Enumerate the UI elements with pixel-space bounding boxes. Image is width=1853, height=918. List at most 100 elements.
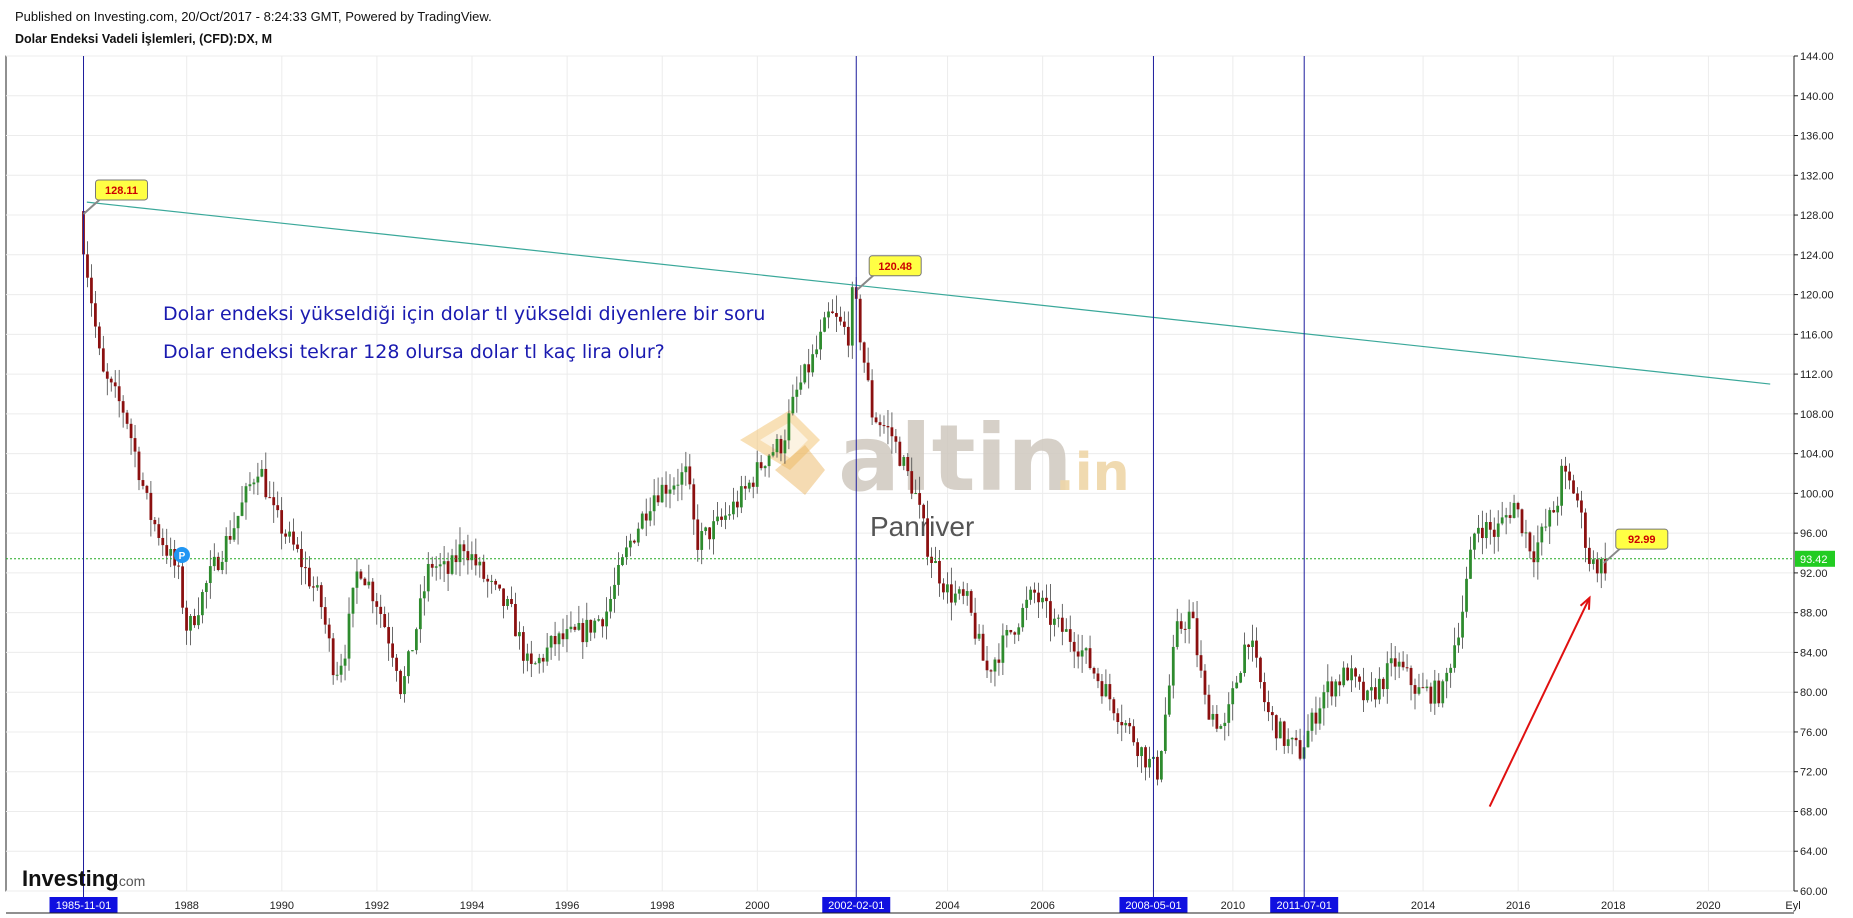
candle-body bbox=[779, 438, 783, 454]
candle-body bbox=[886, 426, 890, 428]
candle-body bbox=[617, 564, 620, 585]
candle-body bbox=[129, 423, 133, 439]
y-tick-label: 76.00 bbox=[1800, 727, 1828, 739]
candle-body bbox=[565, 629, 569, 640]
investing-logo: Investing .com bbox=[22, 866, 145, 891]
candle-body bbox=[906, 457, 910, 472]
candle-body bbox=[858, 298, 862, 343]
candle-body bbox=[1358, 676, 1361, 682]
candle-body bbox=[1576, 493, 1579, 501]
x-tick-label: 2010 bbox=[1221, 900, 1245, 912]
watermark-tld: .in bbox=[1055, 443, 1130, 503]
candle-body bbox=[161, 537, 165, 546]
candle-body bbox=[672, 485, 676, 490]
candle-body bbox=[1520, 509, 1524, 534]
candle-body bbox=[1381, 678, 1385, 690]
candle-body bbox=[827, 311, 830, 318]
y-tick-label: 68.00 bbox=[1800, 806, 1828, 818]
candle-body bbox=[569, 626, 573, 630]
candle-body bbox=[993, 659, 997, 672]
candle-body bbox=[482, 561, 486, 579]
candle-body bbox=[557, 633, 561, 645]
candle-body bbox=[1120, 722, 1124, 726]
candle-body bbox=[383, 614, 387, 628]
candle-body bbox=[490, 580, 494, 582]
candle-body bbox=[430, 563, 434, 568]
candle-body bbox=[518, 632, 521, 637]
candle-body bbox=[783, 440, 787, 454]
candle-body bbox=[839, 316, 842, 322]
candle-body bbox=[371, 581, 375, 602]
candle-body bbox=[1421, 687, 1425, 689]
event-marker-label: P bbox=[179, 551, 186, 562]
candle-body bbox=[609, 598, 612, 612]
candle-body bbox=[94, 303, 97, 327]
candle-body bbox=[1140, 747, 1143, 757]
x-tick-label: 2000 bbox=[745, 900, 769, 912]
candle-body bbox=[664, 484, 668, 494]
candle-body bbox=[442, 561, 446, 565]
candle-body bbox=[735, 501, 739, 508]
candle-body bbox=[1179, 621, 1183, 629]
published-info: Published on Investing.com, 20/Oct/2017 … bbox=[15, 9, 492, 24]
candle-body bbox=[1282, 721, 1286, 746]
x-tick-label: 2020 bbox=[1696, 900, 1720, 912]
candle-body bbox=[1477, 527, 1480, 534]
candle-body bbox=[1560, 465, 1564, 506]
candle-body bbox=[1548, 510, 1552, 527]
y-tick-label: 92.00 bbox=[1800, 568, 1828, 580]
candle-body bbox=[625, 547, 628, 558]
candle-body bbox=[577, 623, 581, 630]
candle-body bbox=[1433, 680, 1437, 704]
candle-body bbox=[1159, 750, 1163, 780]
candle-body bbox=[367, 581, 371, 586]
candle-body bbox=[1556, 505, 1560, 513]
candle-body bbox=[391, 643, 394, 658]
candle-body bbox=[1056, 617, 1060, 619]
candle-body bbox=[1496, 523, 1500, 537]
candle-body bbox=[462, 544, 466, 552]
candle-body bbox=[244, 486, 248, 503]
y-tick-label: 64.00 bbox=[1800, 846, 1828, 858]
candle-body bbox=[1338, 681, 1342, 686]
y-tick-label: 84.00 bbox=[1800, 647, 1828, 659]
candle-body bbox=[628, 540, 632, 548]
candle-body bbox=[153, 519, 157, 525]
candle-body bbox=[811, 354, 815, 373]
candle-body bbox=[288, 531, 291, 537]
candle-body bbox=[1215, 713, 1219, 729]
candle-body bbox=[1274, 715, 1278, 739]
candle-body bbox=[1373, 687, 1377, 700]
candle-body bbox=[965, 591, 969, 596]
candle-body bbox=[807, 364, 811, 373]
candle-body bbox=[842, 321, 846, 327]
candle-body bbox=[149, 492, 153, 520]
candle-body bbox=[708, 527, 712, 540]
candle-body bbox=[296, 544, 299, 549]
candle-body bbox=[946, 584, 949, 593]
candle-body bbox=[1080, 650, 1084, 657]
candle-body bbox=[862, 342, 866, 363]
candle-body bbox=[1445, 672, 1449, 682]
chart-annotations: Dolar endeksi yükseldiği için dolar tl y… bbox=[163, 303, 765, 363]
candle-body bbox=[1096, 673, 1100, 682]
arrow-shaft bbox=[1488, 597, 1591, 807]
candle-body bbox=[1342, 667, 1346, 686]
candle-body bbox=[541, 657, 545, 662]
candle-body bbox=[902, 457, 906, 466]
candle-body bbox=[771, 452, 775, 456]
callout-label: 120.48 bbox=[878, 261, 912, 273]
candle-body bbox=[224, 536, 228, 562]
y-tick-label: 80.00 bbox=[1800, 687, 1828, 699]
callout-pointer bbox=[856, 273, 876, 291]
candle-body bbox=[276, 505, 280, 511]
candle-body bbox=[308, 567, 311, 587]
candle-body bbox=[1100, 681, 1104, 697]
question-line-1: Dolar endeksi yükseldiği için dolar tl y… bbox=[163, 303, 765, 325]
candle-body bbox=[1270, 712, 1274, 716]
candle-body bbox=[331, 638, 335, 676]
candle-body bbox=[407, 651, 410, 677]
candle-body bbox=[640, 513, 644, 529]
candle-body bbox=[938, 560, 941, 584]
